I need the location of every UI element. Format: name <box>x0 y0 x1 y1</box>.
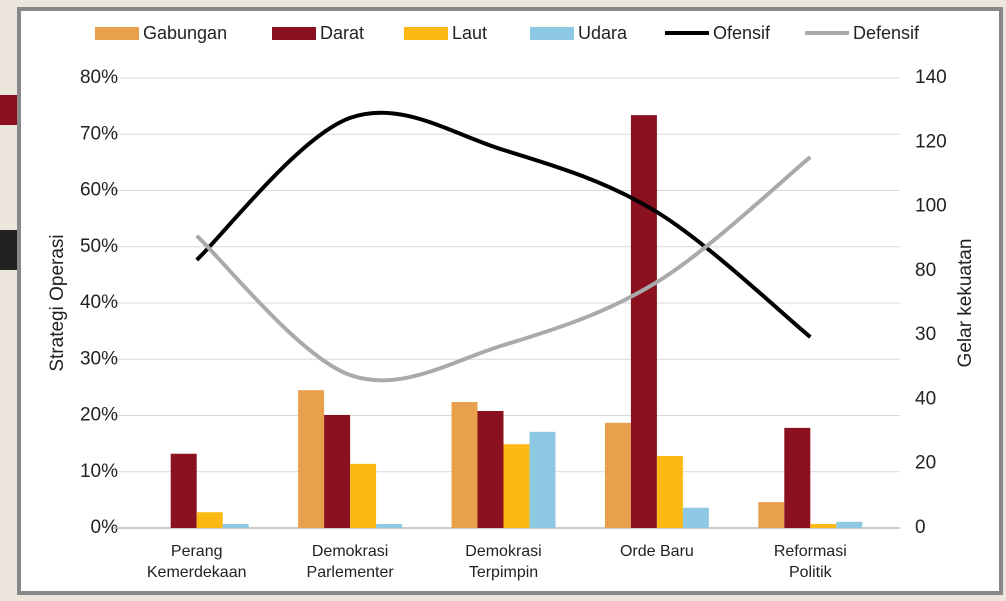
bar <box>223 524 249 528</box>
bar <box>504 444 530 528</box>
bar <box>350 464 376 528</box>
y2-tick-label: 100 <box>915 196 947 217</box>
bar <box>452 402 478 528</box>
legend-label: Darat <box>320 23 364 43</box>
bar <box>376 524 402 528</box>
legend-label: Udara <box>578 23 628 43</box>
y2-tick-label: 80 <box>915 260 936 281</box>
bar <box>478 411 504 528</box>
bar <box>197 512 223 528</box>
legend-swatch <box>272 27 316 40</box>
y-tick-label: 10% <box>80 461 118 482</box>
x-tick-label: Orde Baru <box>620 543 694 560</box>
y-tick-label: 40% <box>80 292 118 313</box>
y2-tick-label: 20 <box>915 453 936 474</box>
y2-tick-label: 30 <box>915 324 936 345</box>
legend-swatch <box>404 27 448 40</box>
bar <box>530 432 556 528</box>
bar <box>298 390 324 528</box>
legend-label: Defensif <box>853 23 920 43</box>
y-axis-title: Strategi Operasi <box>47 234 68 371</box>
y-tick-label: 50% <box>80 236 118 257</box>
y-tick-label: 20% <box>80 405 118 426</box>
y2-tick-label: 40 <box>915 388 936 409</box>
legend-swatch <box>530 27 574 40</box>
page: Strategi Operasi Gelar kekuatan 0%10%20%… <box>0 0 1006 596</box>
bar <box>784 428 810 528</box>
y-tick-label: 60% <box>80 180 118 201</box>
bar <box>836 522 862 528</box>
y2-axis-title: Gelar kekuatan <box>955 239 976 368</box>
chart: Strategi Operasi Gelar kekuatan 0%10%20%… <box>0 0 1006 596</box>
bar <box>605 423 631 528</box>
y2-tick-label: 0 <box>915 517 926 538</box>
x-tick-label: Perang <box>171 543 223 560</box>
y-tick-label: 80% <box>80 67 118 88</box>
x-tick-label: Politik <box>789 564 833 581</box>
x-tick-label: Reformasi <box>774 543 847 560</box>
x-tick-label: Demokrasi <box>465 543 541 560</box>
y2-tick-label: 120 <box>915 131 947 152</box>
y2-tick-label: 140 <box>915 67 947 88</box>
legend-label: Laut <box>452 23 487 43</box>
legend-swatch <box>95 27 139 40</box>
bar <box>324 415 350 528</box>
bar <box>683 508 709 528</box>
x-tick-label: Terpimpin <box>469 564 538 581</box>
y-tick-label: 70% <box>80 123 118 144</box>
bar <box>657 456 683 528</box>
x-tick-label: Demokrasi <box>312 543 388 560</box>
legend-label: Ofensif <box>713 23 771 43</box>
x-tick-label: Kemerdekaan <box>147 564 247 581</box>
bar <box>631 115 657 528</box>
bar <box>758 502 784 528</box>
legend-label: Gabungan <box>143 23 227 43</box>
bar <box>810 524 836 528</box>
x-tick-label: Parlementer <box>307 564 395 581</box>
y-tick-label: 30% <box>80 348 118 369</box>
bar <box>171 454 197 528</box>
